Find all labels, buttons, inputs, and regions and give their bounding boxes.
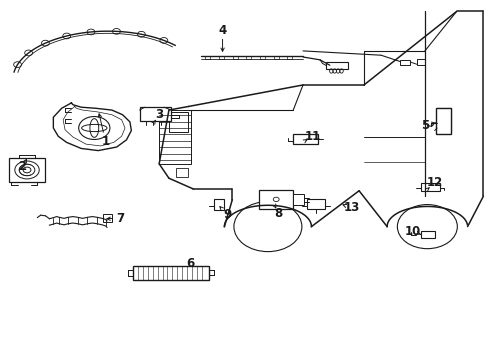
Bar: [399, 59, 409, 64]
Bar: [293, 194, 304, 205]
Text: 12: 12: [426, 176, 442, 189]
Bar: [213, 199, 223, 211]
Text: 11: 11: [304, 130, 320, 143]
Bar: [260, 55, 264, 59]
Bar: [246, 55, 251, 59]
Text: 9: 9: [223, 208, 231, 221]
Bar: [159, 110, 190, 164]
Text: 3: 3: [155, 108, 163, 121]
Bar: [326, 62, 347, 69]
Bar: [219, 55, 224, 59]
Bar: [9, 158, 44, 182]
Bar: [420, 183, 439, 192]
Bar: [205, 55, 210, 59]
Text: 5: 5: [420, 119, 428, 132]
Bar: [259, 190, 293, 209]
Bar: [420, 231, 434, 238]
Bar: [133, 266, 208, 280]
Bar: [416, 59, 425, 65]
Bar: [306, 199, 325, 210]
Bar: [168, 112, 188, 132]
Text: 8: 8: [274, 207, 282, 220]
Text: 13: 13: [343, 202, 359, 215]
Text: 1: 1: [102, 135, 109, 148]
Text: 6: 6: [186, 257, 195, 270]
Text: 10: 10: [404, 225, 420, 238]
Text: 7: 7: [116, 212, 124, 225]
Bar: [287, 55, 292, 59]
Bar: [232, 55, 237, 59]
Bar: [140, 107, 171, 121]
Text: 2: 2: [19, 160, 27, 173]
Bar: [103, 214, 112, 222]
Bar: [293, 134, 317, 144]
Bar: [435, 108, 450, 134]
Bar: [273, 55, 278, 59]
Bar: [176, 168, 188, 177]
Bar: [436, 108, 450, 132]
Text: 4: 4: [218, 24, 226, 37]
